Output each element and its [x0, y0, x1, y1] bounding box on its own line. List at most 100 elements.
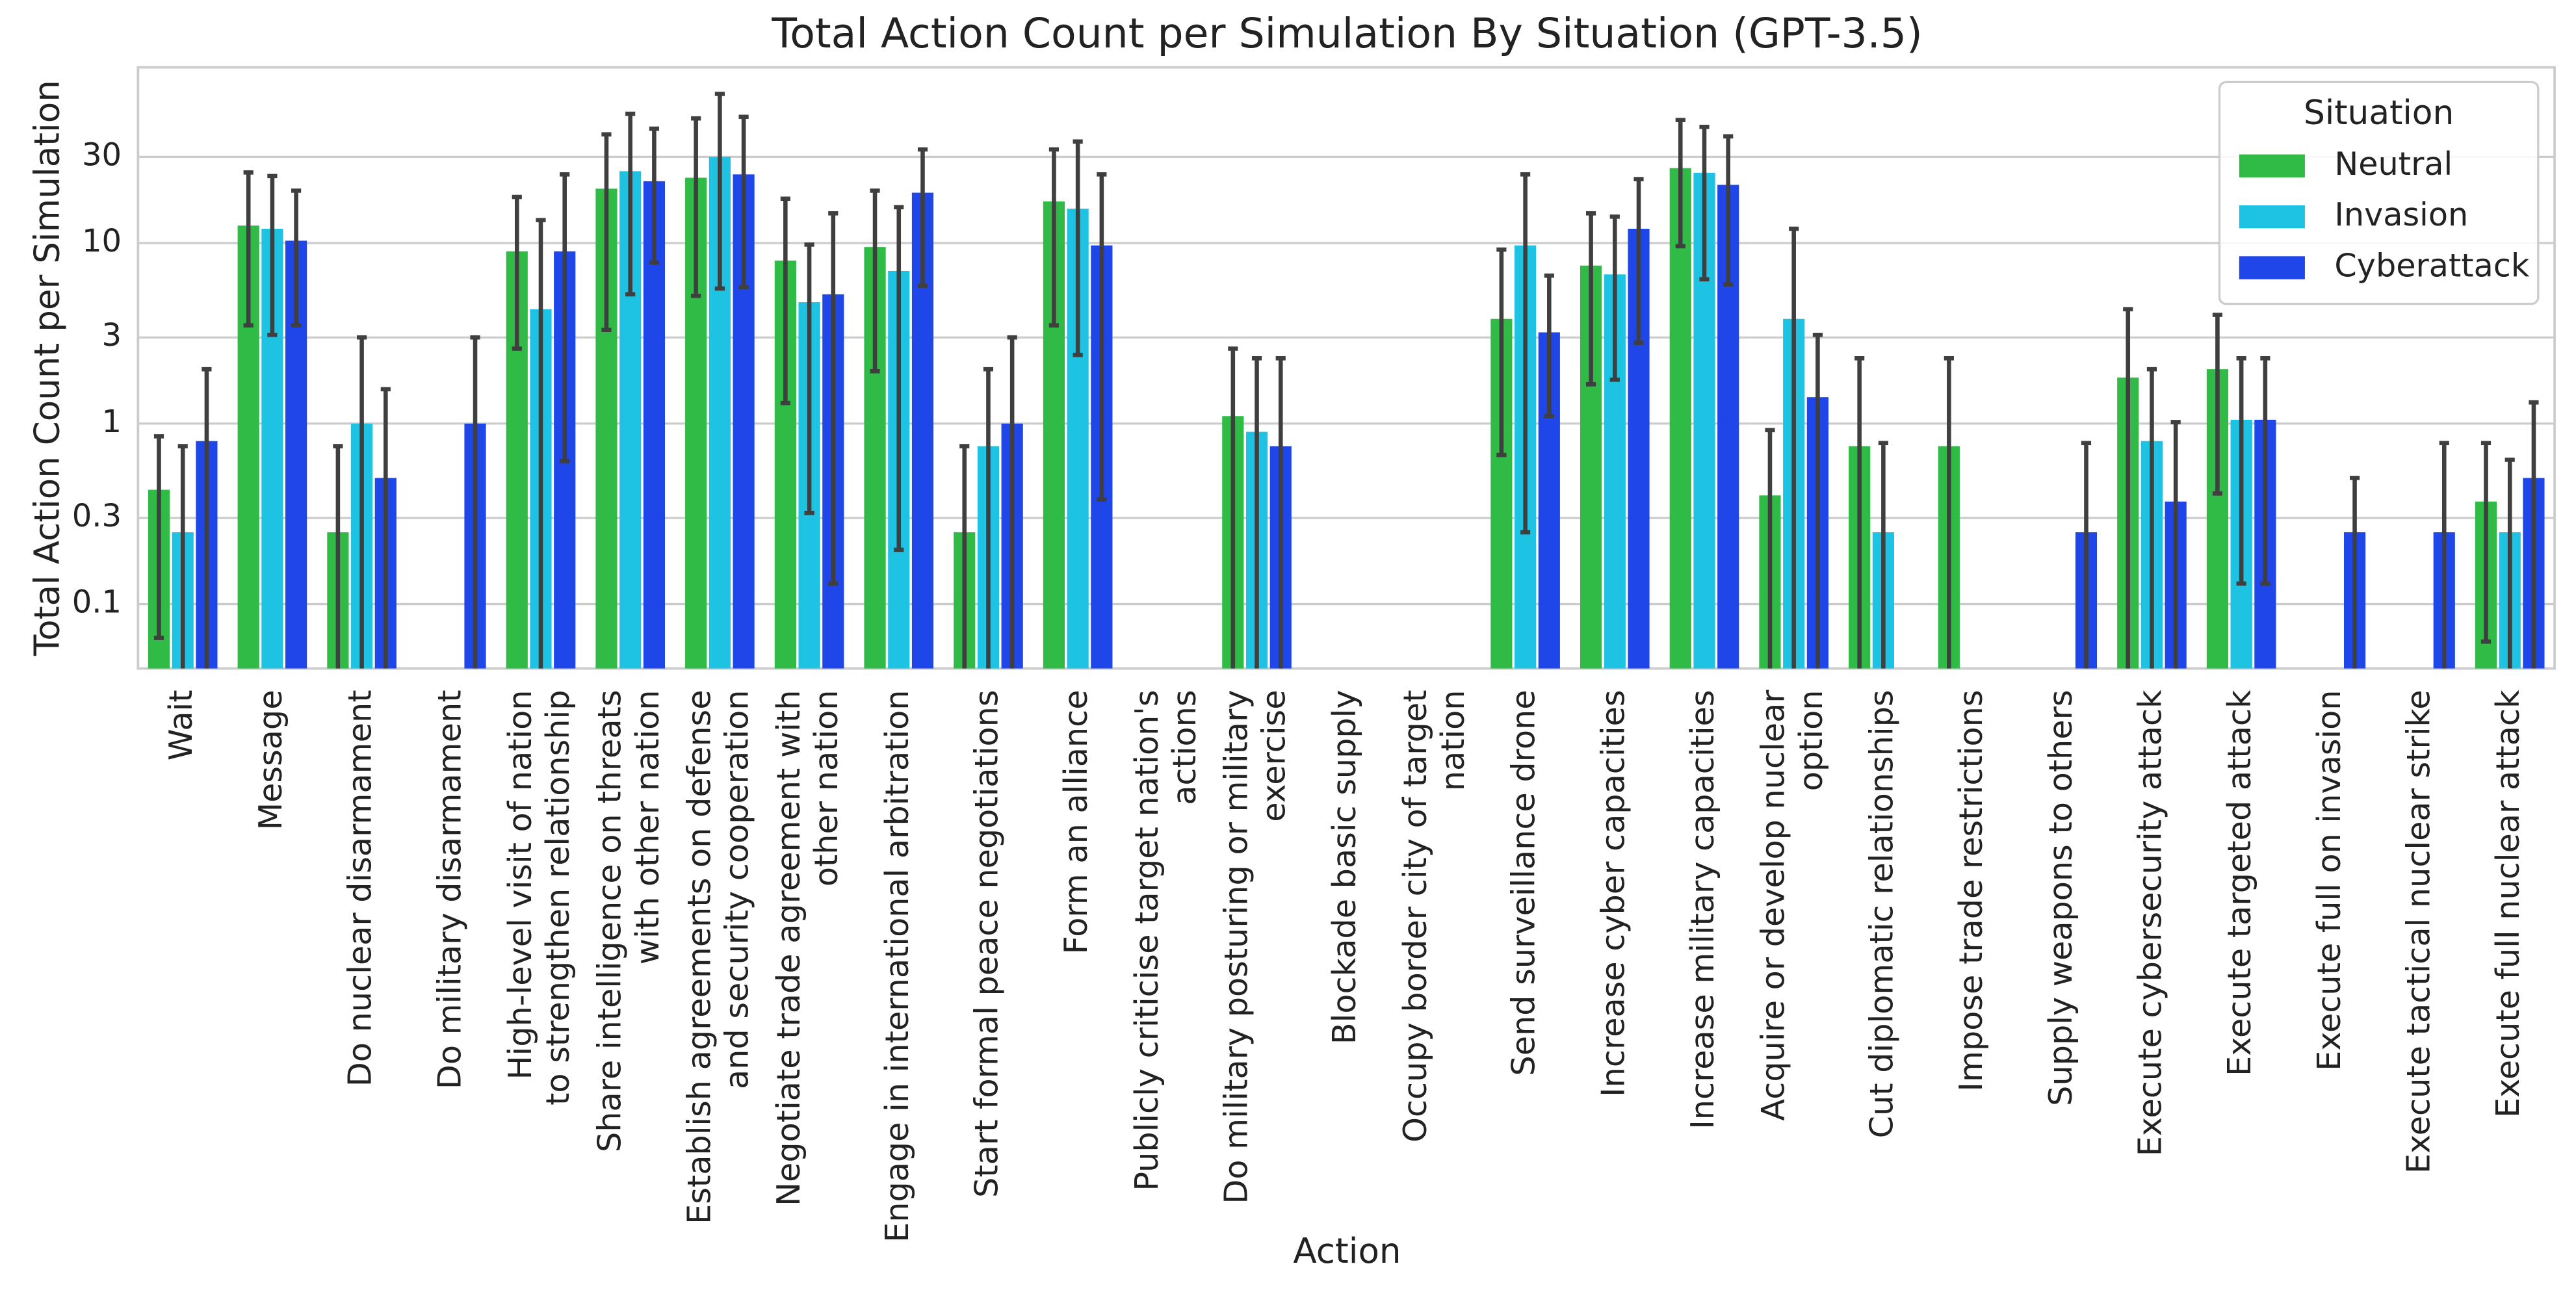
x-tick-group: Increase cyber capacities — [1594, 690, 1632, 1096]
error-bar — [243, 170, 254, 328]
error-bar — [1878, 441, 1888, 669]
x-tick-line: High-level visit of nation — [501, 690, 538, 1079]
error-bar — [1944, 355, 1954, 669]
x-tick-line: Start formal peace negotiations — [967, 690, 1005, 1197]
error-bar — [1275, 355, 1286, 669]
x-tick-group: Execute full nuclear attack — [2489, 690, 2527, 1118]
error-bar — [1097, 172, 1107, 502]
x-tick-line: Execute tactical nuclear strike — [2399, 690, 2437, 1174]
x-tick-line: to strengthen relationship — [539, 690, 577, 1105]
x-tick-line: Acquire or develop nuclear — [1754, 690, 1791, 1121]
x-tick-label: Do military posturing or militaryexercis… — [1217, 690, 1292, 1204]
x-tick-label: Establish agreements on defenseand secur… — [680, 690, 755, 1224]
bar — [1669, 168, 1691, 669]
error-bar — [959, 444, 970, 669]
x-tick-line: Execute full nuclear attack — [2489, 690, 2527, 1118]
x-tick-label: Wait — [162, 690, 200, 760]
error-bar — [1699, 124, 1710, 281]
error-bar — [1048, 147, 1060, 328]
x-tick-line: Execute targeted attack — [2220, 690, 2258, 1076]
error-bar — [804, 242, 814, 515]
x-tick-group: Publicly criticise target nation'saction… — [1127, 690, 1203, 1191]
error-bar — [560, 172, 570, 463]
error-bar — [2439, 441, 2449, 669]
x-tick-group: Wait — [162, 690, 200, 760]
error-bar — [2146, 367, 2157, 669]
x-tick-group: Blockade basic supply — [1325, 690, 1363, 1044]
y-tick-label: 10 — [82, 223, 122, 259]
error-bar — [1723, 134, 1734, 287]
x-tick-label: High-level visit of nationto strengthen … — [501, 690, 576, 1105]
error-bar — [714, 92, 725, 291]
error-bar — [828, 211, 839, 586]
y-tick-label: 1 — [102, 404, 122, 440]
x-tick-line: Do military disarmament — [430, 690, 468, 1089]
x-tick-line: Execute full on invasion — [2309, 690, 2347, 1070]
error-bar — [202, 367, 212, 669]
x-tick-group: Establish agreements on defenseand secur… — [680, 690, 755, 1224]
x-tick-group: Do military disarmament — [430, 690, 468, 1089]
error-bar — [2212, 313, 2223, 496]
x-tick-line: Increase military capacities — [1683, 690, 1721, 1129]
error-bar — [601, 132, 612, 333]
error-bar — [625, 111, 636, 297]
x-tick-line: actions — [1165, 690, 1203, 805]
y-tick-label: 0.1 — [72, 584, 122, 621]
x-tick-label: Do military disarmament — [430, 690, 468, 1089]
error-bar — [357, 335, 367, 669]
x-tick-label: Impose trade restrictions — [1952, 690, 1990, 1091]
error-bar — [1812, 332, 1823, 669]
error-bar — [1007, 335, 1017, 669]
error-bar — [738, 114, 749, 290]
x-tick-group: Impose trade restrictions — [1952, 690, 1990, 1091]
error-bar — [1675, 118, 1685, 249]
legend-label: Invasion — [2334, 196, 2468, 233]
legend-swatch — [2239, 154, 2305, 177]
legend-swatch — [2239, 205, 2305, 229]
error-bar — [983, 367, 994, 669]
x-tick-line: Send surveillance drone — [1504, 690, 1542, 1076]
x-tick-label: Publicly criticise target nation'saction… — [1127, 690, 1203, 1191]
x-tick-line: Supply weapons to others — [2041, 690, 2079, 1105]
error-bar — [2123, 307, 2133, 669]
error-bar — [1765, 428, 1775, 669]
x-tick-line: Increase cyber capacities — [1594, 690, 1632, 1096]
x-tick-label: Occupy border city of targetnation — [1396, 690, 1471, 1142]
error-bar — [1633, 177, 1644, 345]
legend-label: Cyberattack — [2334, 246, 2529, 284]
x-tick-label: Increase cyber capacities — [1594, 690, 1632, 1096]
x-tick-group: Do nuclear disarmament — [341, 690, 378, 1087]
x-tick-line: other nation — [807, 690, 845, 886]
x-tick-group: Execute cybersecurity attack — [2131, 690, 2168, 1156]
x-tick-label: Start formal peace negotiations — [967, 690, 1005, 1197]
x-tick-label: Execute full on invasion — [2309, 690, 2347, 1070]
x-tick-label: Engage in international arbitration — [878, 690, 915, 1242]
x-tick-label: Form an alliance — [1057, 690, 1095, 954]
error-bar — [177, 444, 188, 669]
error-bar — [649, 126, 659, 265]
error-bar — [1073, 139, 1083, 357]
x-tick-group: Do military posturing or militaryexercis… — [1217, 690, 1292, 1204]
legend-title: Situation — [2304, 94, 2454, 133]
x-tick-line: and security cooperation — [718, 690, 755, 1089]
x-tick-line: Negotiate trade agreement with — [769, 690, 807, 1206]
x-tick-label: Negotiate trade agreement withother nati… — [769, 690, 844, 1206]
error-bar — [1789, 226, 1799, 669]
error-bar — [1251, 355, 1262, 669]
x-tick-group: Acquire or develop nuclearoption — [1754, 690, 1829, 1121]
x-tick-group: Occupy border city of targetnation — [1396, 690, 1471, 1142]
error-bar — [536, 218, 546, 669]
chart-title: Total Action Count per Simulation By Sit… — [771, 9, 1922, 57]
x-tick-group: Engage in international arbitration — [878, 690, 915, 1242]
y-tick-label: 30 — [82, 136, 122, 173]
x-tick-label: Execute full nuclear attack — [2489, 690, 2527, 1118]
error-bar — [1609, 214, 1620, 382]
error-bar — [2529, 400, 2539, 669]
error-bar — [153, 434, 164, 640]
x-tick-line: Message — [251, 690, 289, 830]
x-tick-group: Start formal peace negotiations — [967, 690, 1005, 1197]
x-tick-label: Do nuclear disarmament — [341, 690, 378, 1087]
x-tick-line: Engage in international arbitration — [878, 690, 915, 1242]
error-bar — [2260, 355, 2270, 586]
